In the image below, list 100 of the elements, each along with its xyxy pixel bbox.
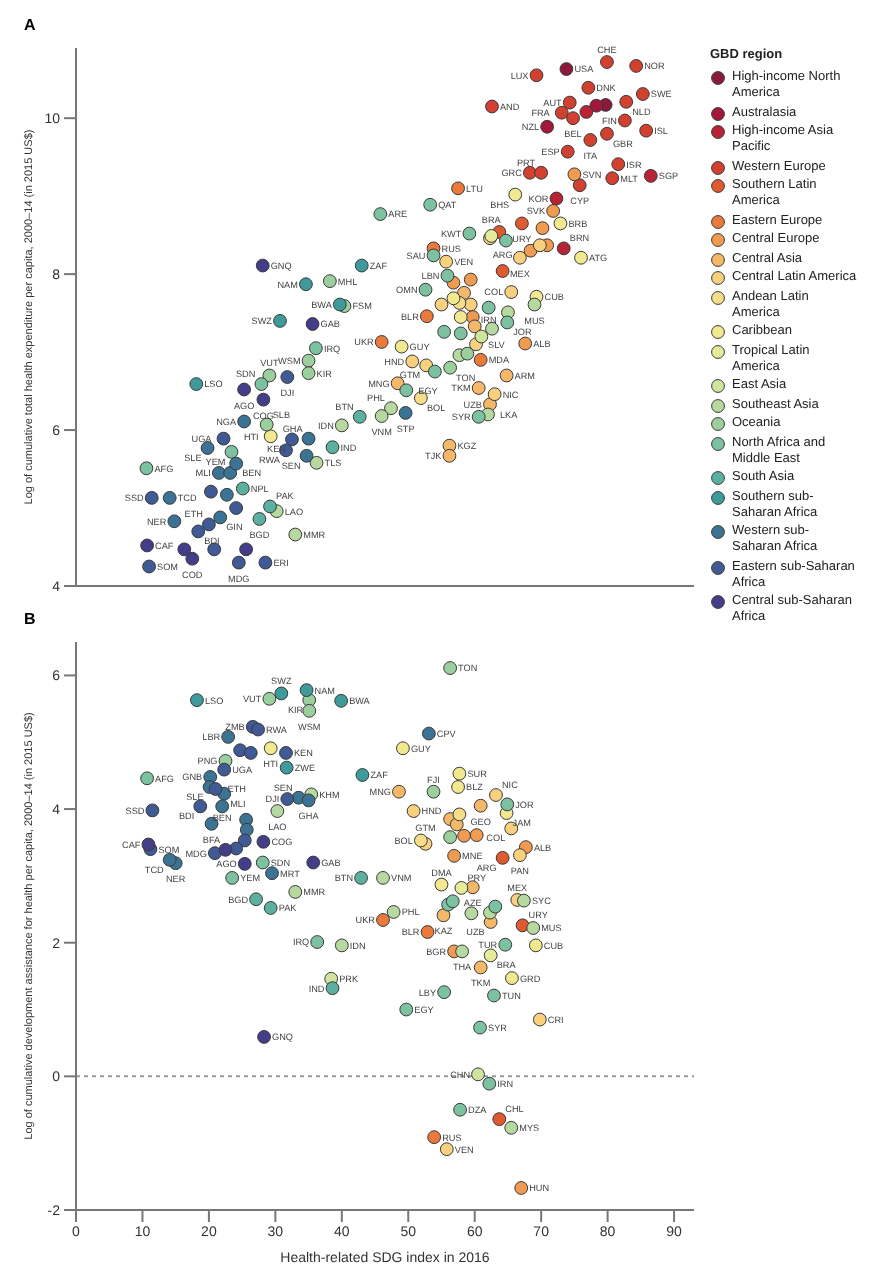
point bbox=[243, 746, 258, 760]
point bbox=[567, 167, 582, 182]
point bbox=[306, 855, 321, 870]
point bbox=[437, 985, 452, 1000]
point bbox=[611, 157, 626, 172]
point bbox=[301, 793, 316, 808]
chart-title: A bbox=[22, 16, 38, 38]
point bbox=[617, 113, 632, 128]
point bbox=[215, 799, 230, 814]
point bbox=[439, 1142, 454, 1157]
point bbox=[208, 782, 223, 796]
point bbox=[255, 855, 270, 870]
point bbox=[513, 848, 527, 863]
point bbox=[274, 686, 289, 701]
point bbox=[396, 741, 410, 756]
point bbox=[526, 921, 541, 935]
point bbox=[440, 268, 455, 283]
point bbox=[504, 1120, 519, 1135]
point bbox=[473, 352, 488, 367]
point bbox=[310, 935, 325, 949]
point bbox=[285, 432, 299, 447]
point bbox=[418, 282, 433, 297]
point bbox=[427, 364, 442, 379]
point bbox=[500, 315, 515, 330]
point bbox=[162, 852, 177, 867]
point bbox=[309, 455, 324, 470]
point bbox=[177, 542, 192, 557]
point bbox=[334, 693, 349, 708]
point bbox=[299, 277, 313, 292]
point bbox=[225, 870, 240, 885]
point bbox=[288, 527, 303, 542]
point bbox=[553, 216, 568, 231]
point bbox=[455, 944, 469, 959]
point bbox=[332, 297, 347, 312]
point bbox=[488, 899, 503, 914]
point bbox=[481, 300, 496, 315]
point bbox=[453, 310, 468, 324]
point bbox=[221, 729, 236, 744]
point bbox=[231, 555, 246, 570]
point bbox=[446, 291, 461, 306]
point bbox=[237, 833, 252, 848]
point bbox=[299, 448, 314, 463]
point bbox=[554, 105, 569, 120]
point bbox=[419, 309, 434, 324]
point bbox=[443, 830, 458, 845]
point bbox=[498, 937, 513, 952]
point bbox=[437, 324, 452, 339]
point bbox=[499, 233, 513, 248]
point bbox=[463, 297, 478, 312]
point bbox=[495, 850, 510, 865]
point bbox=[463, 272, 478, 287]
point bbox=[487, 988, 501, 1003]
point bbox=[452, 766, 467, 781]
point bbox=[256, 834, 271, 849]
point bbox=[474, 329, 489, 344]
point bbox=[522, 165, 537, 180]
point bbox=[263, 901, 278, 915]
point bbox=[202, 517, 216, 532]
point bbox=[191, 524, 206, 539]
point bbox=[579, 105, 594, 119]
point bbox=[392, 784, 406, 799]
point bbox=[529, 68, 544, 83]
point bbox=[514, 216, 529, 231]
point bbox=[420, 925, 435, 939]
point bbox=[434, 877, 449, 892]
point bbox=[489, 788, 503, 802]
point bbox=[239, 822, 254, 837]
point bbox=[305, 317, 320, 331]
point bbox=[207, 846, 222, 861]
point bbox=[394, 339, 409, 354]
point bbox=[235, 481, 250, 496]
point bbox=[355, 768, 370, 782]
point bbox=[619, 94, 634, 109]
point bbox=[467, 319, 482, 334]
point bbox=[469, 828, 484, 843]
point bbox=[262, 691, 277, 706]
point bbox=[229, 501, 244, 515]
point bbox=[421, 726, 436, 741]
point bbox=[471, 1067, 485, 1082]
point bbox=[500, 797, 515, 812]
point bbox=[485, 99, 499, 114]
point bbox=[462, 226, 477, 241]
point bbox=[251, 722, 265, 737]
point bbox=[549, 191, 564, 206]
point bbox=[453, 326, 468, 341]
point bbox=[639, 123, 654, 138]
point bbox=[139, 461, 154, 476]
point bbox=[279, 746, 293, 760]
point bbox=[373, 207, 388, 221]
point bbox=[263, 741, 278, 756]
point bbox=[237, 382, 252, 397]
point bbox=[254, 377, 269, 391]
point bbox=[453, 1102, 467, 1117]
point bbox=[376, 913, 390, 927]
point bbox=[193, 799, 208, 814]
point bbox=[605, 171, 620, 186]
point bbox=[560, 144, 575, 159]
point bbox=[302, 703, 317, 718]
point bbox=[140, 771, 154, 786]
point bbox=[279, 760, 294, 775]
